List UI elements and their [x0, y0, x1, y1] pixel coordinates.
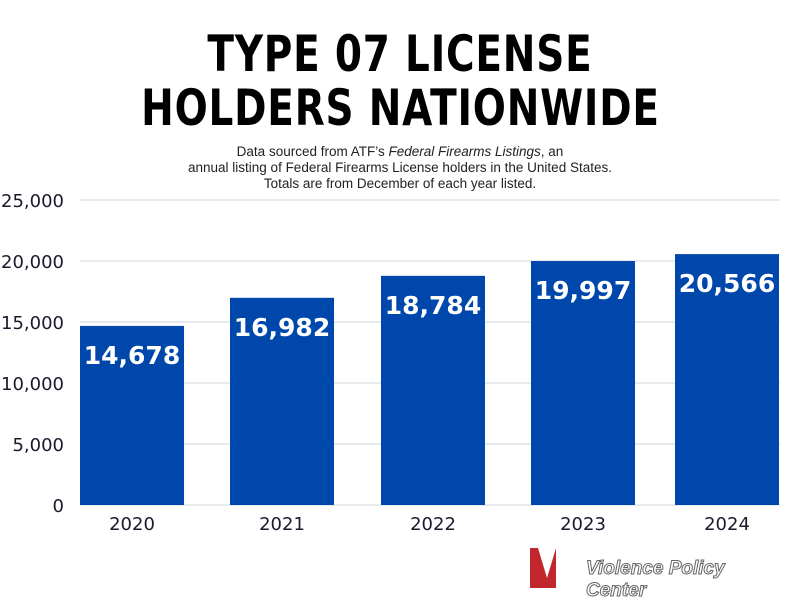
- subtitle: Data sourced from ATF’s Federal Firearms…: [0, 144, 800, 192]
- subtitle-line-3: Totals are from December of each year li…: [263, 176, 537, 191]
- title-line-2: HOLDERS NATIONWIDE: [140, 79, 660, 137]
- bar-value-label: 14,678: [84, 341, 180, 370]
- logo-v-mark: [530, 548, 556, 588]
- y-tick-label: 15,000: [1, 313, 64, 334]
- bar: [80, 325, 184, 505]
- subtitle-text: Data sourced from ATF’s: [236, 144, 389, 159]
- bar: [230, 297, 334, 505]
- y-tick-label: 20,000: [1, 252, 64, 273]
- x-tick-label: 2024: [704, 514, 750, 535]
- x-tick-label: 2022: [410, 514, 456, 535]
- bar: [675, 254, 779, 505]
- bar: [381, 275, 485, 505]
- y-tick-label: 25,000: [1, 191, 64, 212]
- bar-value-label: 19,997: [535, 276, 631, 305]
- title-line-1: TYPE 07 LICENSE: [207, 25, 593, 83]
- y-tick-label: 10,000: [1, 374, 64, 395]
- logo-text: Violence Policy Center: [586, 558, 726, 602]
- x-tick-label: 2021: [259, 514, 305, 535]
- bar-value-label: 16,982: [234, 313, 330, 342]
- x-tick-label: 2023: [560, 514, 606, 535]
- subtitle-line-2: annual listing of Federal Firearms Licen…: [188, 160, 612, 175]
- bar: [531, 261, 635, 505]
- x-tick-label: 2020: [109, 514, 155, 535]
- subtitle-text: , an: [540, 144, 564, 159]
- vpc-logo: Violence Policy Center: [530, 548, 780, 602]
- y-tick-label: 0: [53, 496, 64, 517]
- bar-value-label: 18,784: [385, 291, 481, 320]
- bar-value-label: 20,566: [679, 269, 775, 298]
- y-tick-label: 5,000: [12, 435, 64, 456]
- subtitle-source: Federal Firearms Listings: [388, 144, 541, 159]
